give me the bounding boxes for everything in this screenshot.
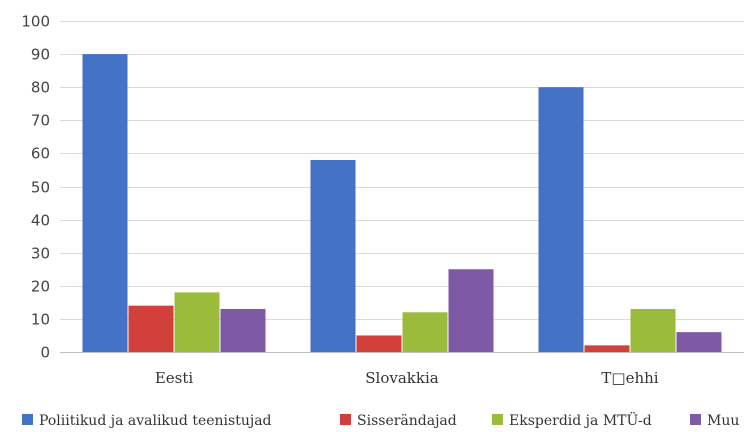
bar <box>82 54 128 352</box>
x-category-label: Slovakkia <box>365 369 438 387</box>
legend-swatch <box>492 414 503 425</box>
bar <box>630 308 676 352</box>
legend-swatch <box>22 414 33 425</box>
bar <box>538 87 584 352</box>
bar <box>310 160 356 352</box>
x-category-label: T□ehhi <box>601 369 658 387</box>
y-tick-label: 90 <box>31 46 50 64</box>
y-tick-label: 40 <box>31 212 50 230</box>
legend-label: Poliitikud ja avalikud teenistujad <box>39 413 272 429</box>
x-category-label: Eesti <box>155 369 194 387</box>
gridlines <box>60 21 744 353</box>
y-tick-label: 20 <box>31 278 50 296</box>
legend: Poliitikud ja avalikud teenistujad Sisser… <box>22 411 739 429</box>
y-tick-label: 10 <box>31 311 50 329</box>
y-tick-label: 30 <box>31 245 50 263</box>
legend-swatch <box>340 414 351 425</box>
y-tick-label: 50 <box>31 179 50 197</box>
x-axis-categories: Eesti Slovakkia T□ehhi <box>155 369 659 387</box>
bar <box>356 335 402 352</box>
bar <box>174 292 220 352</box>
legend-swatch <box>690 414 701 425</box>
legend-label: Eksperdid ja MTÜ-d <box>509 411 652 429</box>
bar <box>448 269 494 352</box>
bar <box>676 332 722 352</box>
y-tick-label: 60 <box>31 145 50 163</box>
legend-label: Muu <box>707 413 739 429</box>
y-tick-label: 80 <box>31 79 50 97</box>
y-axis-ticks: 0 10 20 30 40 50 60 70 80 90 100 <box>21 13 50 362</box>
y-tick-label: 70 <box>31 112 50 130</box>
y-tick-label: 0 <box>40 344 50 362</box>
bar <box>220 308 266 352</box>
bar <box>402 312 448 352</box>
bars <box>82 54 722 352</box>
bar <box>584 345 630 352</box>
legend-label: Sisserändajad <box>357 413 457 429</box>
bar <box>128 305 174 352</box>
y-tick-label: 100 <box>21 13 50 31</box>
